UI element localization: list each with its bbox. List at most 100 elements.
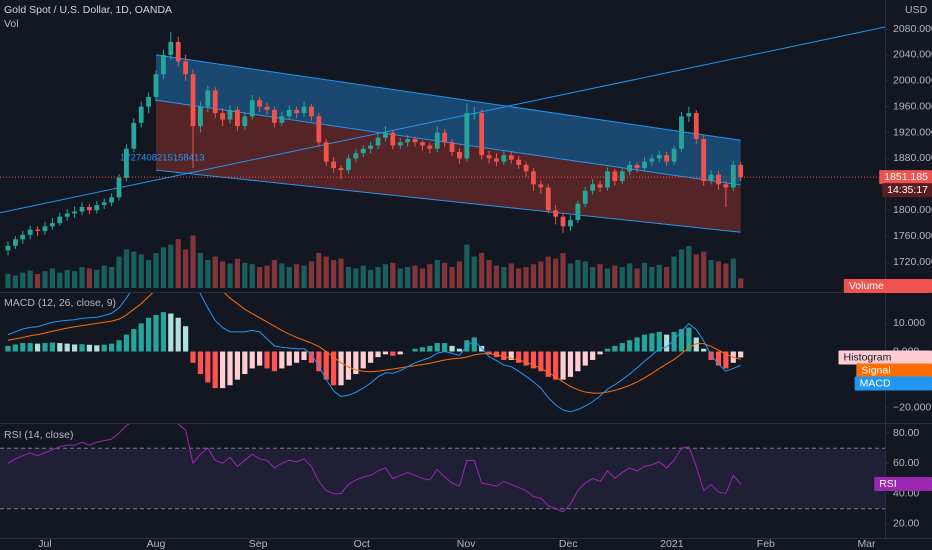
rsi-pane	[0, 424, 885, 513]
candle-body	[405, 139, 411, 143]
countdown-text: 14:35:17	[887, 184, 928, 196]
volume-bar	[308, 261, 315, 288]
candle-body	[5, 245, 11, 251]
histogram-bar	[264, 351, 270, 369]
x-tick-label: Aug	[147, 538, 166, 550]
volume-bar	[634, 268, 640, 288]
volume-bar	[286, 267, 292, 288]
candle-body	[79, 206, 85, 212]
histogram-bar	[397, 351, 403, 355]
volume-bar	[146, 260, 152, 288]
candle-body	[168, 41, 174, 55]
candle-body	[701, 139, 707, 182]
histogram-bar	[427, 345, 433, 352]
volume-bar	[582, 261, 588, 288]
candle-body	[175, 41, 181, 62]
histogram-bar	[486, 351, 492, 355]
histogram-bar	[590, 351, 596, 360]
volume-bar	[604, 268, 611, 288]
candle-body	[183, 61, 189, 75]
volume-bar	[20, 272, 26, 288]
candle-body	[257, 100, 263, 107]
candle-body	[301, 106, 307, 114]
histogram-bar	[604, 348, 611, 352]
histogram-bar	[86, 344, 93, 352]
histogram-bar	[20, 343, 26, 352]
volume-bar	[323, 256, 329, 288]
rsi-line	[7, 424, 742, 513]
candle-body	[190, 74, 196, 127]
histogram-bar	[516, 351, 522, 363]
histogram-bar	[649, 333, 655, 352]
volume-bar	[686, 246, 692, 288]
last-price-text: 1851.185	[884, 171, 928, 183]
candle-body	[693, 113, 699, 140]
candle-body	[442, 132, 448, 143]
histogram-bar	[723, 351, 729, 369]
volume-bar	[86, 268, 93, 288]
candle-body	[716, 174, 721, 185]
rsi-band	[0, 448, 885, 509]
candle-body	[434, 132, 440, 149]
volume-bar	[360, 265, 366, 288]
histogram-bar	[738, 351, 744, 358]
y-tick-label: 1760.000	[893, 230, 932, 242]
histogram-bar	[538, 351, 544, 372]
series-label-text: Histogram	[844, 351, 892, 363]
volume-bar	[212, 256, 218, 288]
y-tick-label: 2040.000	[893, 49, 932, 61]
x-tick-label: Sep	[249, 538, 268, 550]
volume-bar	[723, 263, 729, 288]
histogram-bar	[57, 343, 63, 352]
volume-bar	[375, 267, 381, 288]
histogram-bar	[146, 317, 152, 352]
histogram-bar	[634, 337, 640, 352]
volume-label-text: Volume	[849, 280, 884, 292]
volume-bar	[560, 253, 566, 288]
histogram-bar	[368, 351, 374, 363]
candle-body	[153, 74, 159, 97]
rsi-label-box	[874, 477, 932, 492]
candle-body	[72, 211, 78, 214]
volume-bar	[64, 269, 70, 288]
volume-bar	[101, 265, 107, 288]
volume-bar	[205, 260, 211, 288]
histogram-bar	[493, 351, 500, 358]
candle-body	[582, 190, 588, 204]
candle-body	[486, 155, 492, 159]
histogram-bar	[160, 312, 167, 352]
histogram-bar	[323, 351, 329, 380]
histogram-bar	[575, 351, 581, 372]
histogram-bar	[123, 334, 130, 352]
volume-bar	[368, 269, 374, 288]
histogram-bar	[708, 351, 714, 360]
volume-bar	[397, 268, 403, 288]
histogram-bar	[693, 337, 699, 352]
histogram-bar	[257, 351, 263, 366]
histogram-bar	[671, 331, 677, 352]
volume-bar	[545, 256, 551, 288]
candle-body	[331, 161, 337, 169]
histogram-bar	[308, 351, 315, 363]
histogram-bar	[412, 348, 418, 352]
histogram-bar	[205, 351, 211, 383]
volume-label-box	[843, 279, 932, 293]
volume-bar	[131, 251, 137, 288]
histogram-bar	[567, 351, 574, 377]
candle-body	[42, 226, 48, 231]
candle-body	[87, 206, 92, 211]
histogram-bar	[656, 331, 662, 352]
volume-bar	[715, 261, 722, 288]
volume-bar	[5, 274, 11, 288]
volume-bar	[641, 262, 648, 288]
candle-body	[738, 164, 744, 178]
y-tick-label: 60.00	[893, 457, 919, 469]
price-pane	[0, 26, 885, 288]
series-label-box	[854, 376, 932, 391]
candle-body	[723, 184, 729, 188]
volume-bar	[257, 267, 263, 288]
candle-body	[309, 106, 314, 117]
volume-bar	[649, 267, 655, 288]
volume-bar	[79, 267, 85, 288]
volume-bar	[738, 278, 744, 288]
